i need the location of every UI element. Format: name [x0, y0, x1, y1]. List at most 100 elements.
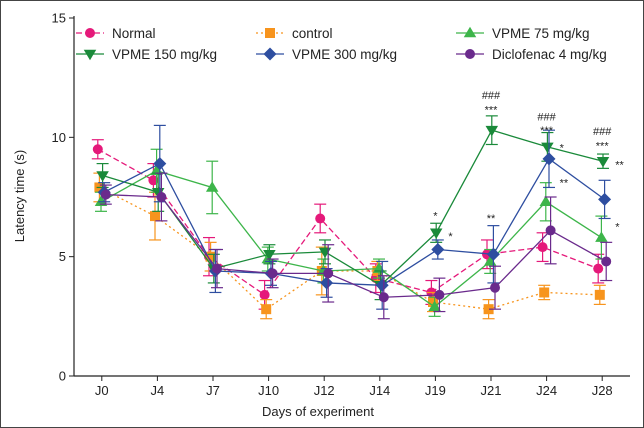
data-point — [205, 251, 216, 262]
series-line — [100, 170, 602, 308]
significance-marker: *** — [485, 104, 499, 116]
series-line — [99, 186, 600, 311]
data-point — [595, 231, 608, 242]
significance-marker: ** — [487, 213, 496, 225]
legend-label: VPME 300 mg/kg — [292, 47, 397, 62]
series-diclofenac-4-mg-kg — [99, 172, 613, 320]
significance-marker: * — [433, 211, 438, 223]
data-point — [539, 287, 550, 298]
significance-marker: ** — [615, 159, 624, 171]
annotations: **###*****###******###****** — [433, 90, 624, 243]
legend-swatch-marker — [463, 26, 477, 38]
data-point — [593, 263, 604, 274]
legend-label: VPME 75 mg/kg — [492, 26, 590, 41]
axes: 0 5 10 15 J0 J4 J7 J10 J12 J14 J19 J21 J24 J28 — [52, 11, 630, 398]
data-point — [263, 250, 276, 261]
data-point — [594, 289, 605, 300]
data-point — [267, 268, 278, 279]
data-point — [100, 189, 111, 200]
x-tick-label: J10 — [258, 383, 279, 398]
series-line — [102, 129, 604, 287]
legend-swatch-marker — [83, 49, 97, 61]
series-line — [105, 193, 607, 298]
legend-item-vpme-75-mg-kg: VPME 75 mg/kg — [456, 26, 590, 41]
significance-marker: *** — [596, 140, 610, 152]
data-point — [96, 171, 109, 182]
data-point — [92, 144, 103, 155]
legend-label: control — [292, 26, 333, 41]
data-point — [601, 256, 612, 267]
data-point — [483, 304, 494, 315]
significance-marker: ### — [593, 126, 612, 138]
data-point — [486, 247, 500, 261]
data-point — [378, 292, 389, 303]
data-point — [205, 181, 219, 192]
series-layer — [91, 115, 613, 320]
y-tick-label: 0 — [59, 369, 66, 384]
legend-label: VPME 150 mg/kg — [112, 47, 217, 62]
significance-marker: ### — [482, 90, 501, 102]
data-point — [434, 289, 445, 300]
data-point — [259, 289, 270, 300]
x-tick-label: J21 — [481, 383, 502, 398]
data-point — [485, 125, 499, 137]
significance-marker: ** — [560, 177, 569, 189]
legend-label: Diclofenac 4 mg/kg — [492, 47, 607, 62]
significance-marker: * — [560, 143, 565, 155]
data-point — [428, 297, 438, 308]
data-point — [545, 225, 556, 236]
significance-marker: * — [448, 231, 453, 243]
data-point — [156, 192, 167, 202]
data-point — [261, 252, 275, 264]
data-point — [153, 157, 167, 171]
series-line — [97, 148, 599, 296]
data-point — [428, 300, 441, 312]
x-tick-label: J24 — [536, 383, 557, 398]
x-tick-label: J19 — [425, 383, 446, 398]
data-point — [596, 156, 610, 168]
data-point — [320, 276, 334, 290]
x-tick-label: J7 — [206, 383, 220, 398]
legend-item-normal: Normal — [76, 26, 156, 41]
legend: Normal control VPME 75 mg/kg VPME 150 mg/kg… — [76, 26, 607, 62]
y-tick-label: 10 — [52, 130, 66, 145]
significance-marker: *** — [540, 125, 554, 137]
legend-item-vpme-150-mg-kg: VPME 150 mg/kg — [76, 47, 217, 62]
y-tick-label: 5 — [59, 249, 66, 264]
legend-label: Normal — [112, 26, 156, 41]
data-point — [490, 282, 500, 293]
data-point — [323, 268, 334, 279]
data-point — [212, 263, 222, 274]
significance-marker: * — [615, 221, 620, 233]
y-tick-label: 15 — [52, 11, 66, 26]
legend-swatch-marker — [265, 28, 275, 38]
data-point — [429, 228, 443, 240]
x-tick-label: J28 — [592, 383, 613, 398]
x-tick-label: J0 — [95, 383, 109, 398]
x-tick-label: J4 — [151, 383, 165, 398]
legend-item-control: control — [256, 26, 333, 41]
significance-marker: ### — [537, 112, 556, 124]
data-point — [598, 192, 612, 206]
y-axis-label: Latency time (s) — [12, 150, 27, 242]
x-tick-label: J14 — [369, 383, 390, 398]
legend-swatch-marker — [465, 49, 475, 59]
x-axis-label: Days of experiment — [262, 404, 374, 419]
legend-swatch-marker — [263, 47, 277, 61]
data-point — [261, 304, 272, 315]
data-point — [431, 243, 445, 257]
data-point — [539, 195, 553, 207]
data-point — [542, 152, 556, 166]
data-point — [94, 195, 108, 207]
data-point — [315, 213, 326, 224]
data-point — [537, 242, 548, 253]
legend-item-diclofenac-4-mg-kg: Diclofenac 4 mg/kg — [456, 47, 607, 62]
data-point — [541, 142, 554, 154]
legend-swatch-marker — [85, 28, 95, 38]
legend-item-vpme-300-mg-kg: VPME 300 mg/kg — [256, 47, 397, 62]
x-tick-label: J12 — [314, 383, 335, 398]
data-point — [150, 211, 160, 222]
data-point — [148, 175, 159, 186]
data-point — [375, 278, 389, 292]
